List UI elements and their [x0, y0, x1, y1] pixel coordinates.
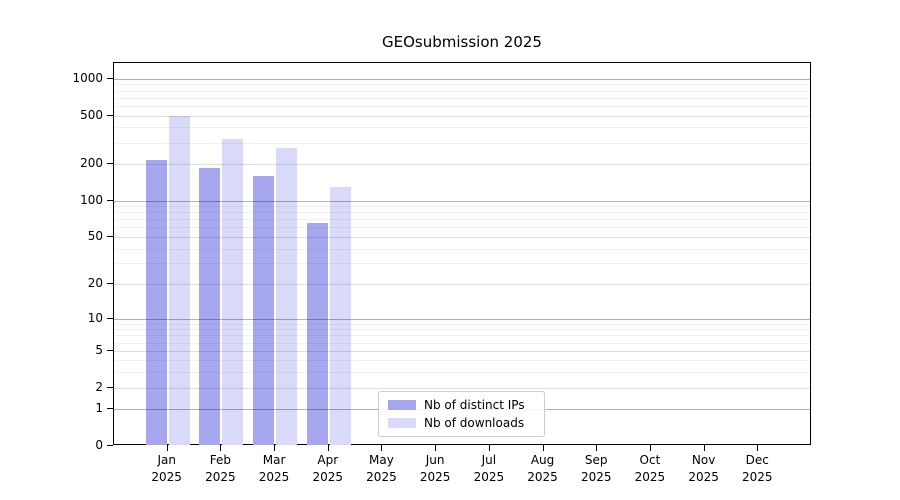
legend-swatch-distinct-ips [388, 400, 416, 410]
y-tick-label: 100 [80, 192, 103, 207]
x-tick-mark [649, 445, 651, 451]
x-tick-label: Sep 2025 [580, 453, 612, 484]
x-tick-label: Jun 2025 [419, 453, 451, 484]
legend-swatch-downloads [388, 418, 416, 428]
y-tick-label: 50 [87, 228, 103, 243]
minor-gridline [114, 248, 810, 250]
y-tick-mark [107, 235, 113, 237]
x-tick-mark [166, 445, 168, 451]
bar-distinct-ips [145, 160, 167, 445]
legend: Nb of distinct IPs Nb of downloads [378, 391, 545, 437]
x-tick-label: Feb 2025 [205, 453, 236, 484]
x-tick-mark [703, 445, 705, 451]
x-tick-mark [274, 445, 276, 451]
y-tick-label: 20 [87, 276, 103, 291]
x-tick-mark [435, 445, 437, 451]
y-tick-mark [107, 283, 113, 285]
major-gridline [114, 318, 810, 320]
x-tick-label: Aug 2025 [527, 453, 558, 484]
gridline [114, 350, 810, 352]
y-tick-mark [107, 349, 113, 351]
minor-gridline [114, 263, 810, 265]
minor-gridline [114, 360, 810, 362]
y-tick-mark [107, 114, 113, 116]
y-tick-label: 2 [95, 379, 103, 394]
y-tick-mark [107, 408, 113, 410]
minor-gridline [114, 142, 810, 144]
y-tick-label: 5 [95, 342, 103, 357]
y-tick-label: 1000 [72, 70, 103, 85]
minor-gridline [114, 227, 810, 229]
gridline [114, 284, 810, 286]
x-tick-mark [757, 445, 759, 451]
bar-distinct-ips [306, 223, 328, 445]
gridline [114, 236, 810, 238]
y-tick-label: 200 [80, 156, 103, 171]
bar-downloads [276, 148, 298, 445]
bar-downloads [329, 186, 351, 445]
y-tick-label: 0 [95, 438, 103, 452]
x-tick-mark [327, 445, 329, 451]
x-tick-mark [596, 445, 598, 451]
minor-gridline [114, 372, 810, 374]
legend-label-downloads: Nb of downloads [424, 416, 525, 430]
minor-gridline [114, 206, 810, 208]
minor-gridline [114, 335, 810, 337]
x-tick-mark [488, 445, 490, 451]
y-tick-label: 500 [80, 107, 103, 122]
x-tick-label: Mar 2025 [258, 453, 290, 484]
x-tick-label: Jan 2025 [151, 453, 182, 484]
y-tick-mark [107, 77, 113, 79]
bar-distinct-ips [253, 175, 275, 445]
y-tick-mark [107, 386, 113, 388]
minor-gridline [114, 105, 810, 107]
gridline [114, 115, 810, 117]
y-tick-mark [107, 317, 113, 319]
minor-gridline [114, 219, 810, 221]
x-tick-label: Jul 2025 [473, 453, 505, 484]
y-tick-label: 1 [95, 401, 103, 416]
minor-gridline [114, 342, 810, 344]
y-tick-mark [107, 163, 113, 165]
legend-row: Nb of distinct IPs [388, 398, 544, 412]
minor-gridline [114, 90, 810, 92]
major-gridline [114, 200, 810, 202]
chart-title: GEOsubmission 2025 [382, 33, 542, 51]
minor-gridline [114, 84, 810, 86]
minor-gridline [114, 97, 810, 99]
bars-layer [114, 63, 810, 445]
x-tick-label: Dec 2025 [742, 453, 773, 484]
legend-label-distinct-ips: Nb of distinct IPs [424, 398, 525, 412]
x-tick-mark [220, 445, 222, 451]
bar-downloads [222, 139, 244, 445]
grid-layer [114, 63, 810, 444]
major-gridline [114, 78, 810, 80]
gridline [114, 387, 810, 389]
legend-row: Nb of downloads [388, 416, 544, 430]
bar-distinct-ips [199, 168, 221, 445]
x-tick-label: Apr 2025 [312, 453, 344, 484]
x-tick-mark [381, 445, 383, 451]
minor-gridline [114, 323, 810, 325]
plot-area [113, 62, 811, 445]
y-tick-mark [107, 445, 113, 446]
x-tick-mark [542, 445, 544, 451]
y-tick-mark [107, 199, 113, 201]
x-tick-label: Oct 2025 [634, 453, 666, 484]
x-tick-label: May 2025 [366, 453, 397, 484]
minor-gridline [114, 329, 810, 331]
y-tick-label: 10 [87, 310, 103, 325]
minor-gridline [114, 127, 810, 129]
x-tick-label: Nov 2025 [688, 453, 719, 484]
bar-downloads [168, 115, 190, 445]
minor-gridline [114, 212, 810, 214]
gridline [114, 164, 810, 166]
